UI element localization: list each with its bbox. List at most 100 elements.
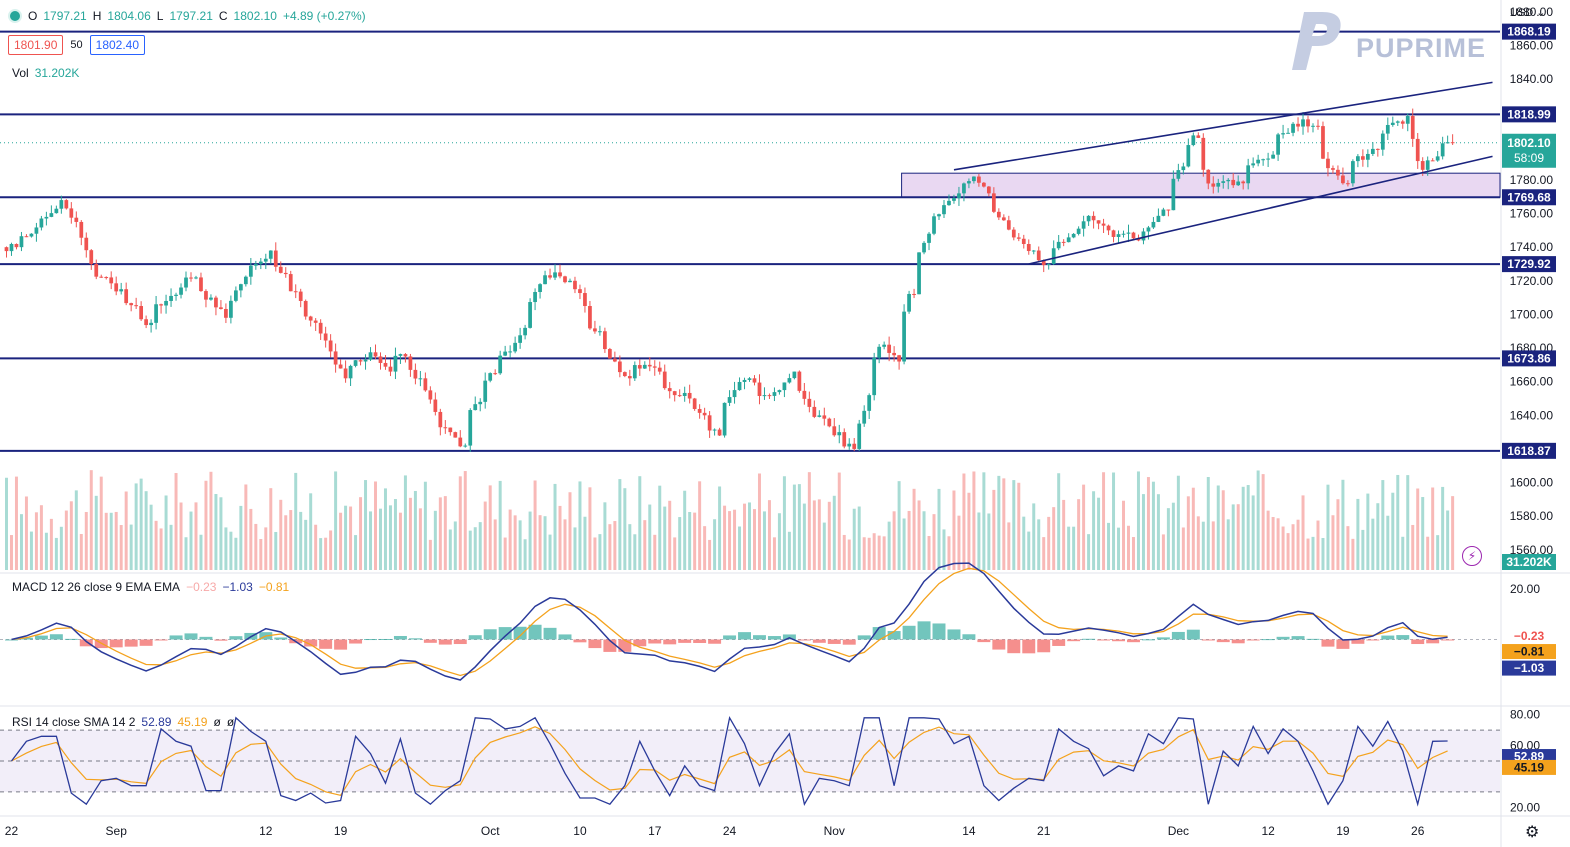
candle-body: [1016, 237, 1021, 239]
volume-bar: [1446, 510, 1450, 570]
macd-histogram-bar: [393, 635, 407, 640]
macd-histogram-bar: [19, 637, 33, 640]
trend-channel[interactable]: [953, 81, 1493, 265]
macd-histogram-bar: [1291, 636, 1305, 640]
macd-histogram-bar: [977, 639, 991, 643]
volume-bar: [892, 511, 896, 570]
macd-legend[interactable]: MACD 12 26 close 9 EMA EMA −0.23 −1.03 −…: [12, 580, 289, 594]
price-tick-label: 1780.00: [1510, 173, 1554, 187]
volume-bar: [628, 524, 632, 570]
volume-bar: [748, 502, 751, 570]
candle-body: [1276, 134, 1280, 155]
volume-bar: [1396, 474, 1400, 570]
price-axis[interactable]: 1880.001860.001840.001820.001800.001780.…: [1510, 5, 1554, 815]
candle-body: [622, 372, 627, 377]
time-tick-label: 12: [1261, 824, 1275, 838]
rsi-legend[interactable]: RSI 14 close SMA 14 2 52.89 45.19 ø ø: [12, 715, 234, 729]
candle-body: [937, 214, 941, 217]
candle-body: [388, 366, 393, 372]
volume-bar: [1426, 536, 1430, 570]
volume-bar: [1097, 497, 1101, 570]
macd-histogram-bar: [1097, 639, 1111, 641]
macd-histogram-bar: [902, 625, 916, 640]
candle-body: [712, 429, 717, 431]
ask-button[interactable]: 1802.40: [89, 35, 146, 55]
volume-bar: [807, 472, 811, 570]
time-axis[interactable]: 22 Sep 12 19 Oct 10 17 24 Nov 14 21 Dec 12 19 26: [5, 824, 1425, 838]
volume-bar: [413, 490, 417, 570]
lightning-icon[interactable]: ⚡: [1462, 546, 1482, 566]
open-value: 1797.21: [43, 9, 87, 23]
candle-body: [632, 365, 637, 379]
candle-body: [1370, 148, 1375, 154]
volume-bar: [708, 539, 712, 570]
macd-histogram-bar: [1201, 639, 1215, 641]
macd-histogram-bar: [349, 639, 363, 644]
spread-value: 50: [70, 39, 83, 51]
candle-body: [917, 252, 921, 295]
candle-body: [927, 233, 931, 243]
volume-bar: [204, 480, 208, 570]
candle-body: [263, 258, 268, 262]
candle-body: [662, 371, 667, 389]
volume-bar: [638, 476, 642, 570]
candle-body: [428, 390, 433, 400]
volume-bar: [493, 519, 497, 570]
volume-bar: [438, 497, 442, 570]
candle-body: [947, 200, 951, 206]
candle-body: [149, 322, 153, 326]
volume-bar: [1216, 485, 1220, 570]
gear-icon[interactable]: ⚙: [1525, 824, 1540, 841]
candle-body: [1336, 169, 1340, 176]
volume-bar: [982, 472, 986, 570]
time-tick-label: 10: [573, 824, 587, 838]
currency-selector[interactable]: USD ⌄: [1510, 6, 1546, 19]
high-value: 1804.06: [107, 9, 151, 23]
price-tick-label: 1720.00: [1510, 274, 1554, 288]
volume-bar: [723, 505, 727, 570]
candle-body: [1251, 163, 1256, 166]
volume-bar: [259, 539, 263, 570]
volume-legend[interactable]: Vol 31.202K: [12, 66, 79, 80]
volume-bar: [1406, 475, 1410, 570]
candle-body: [243, 276, 248, 285]
macd-histogram-bar: [154, 639, 168, 641]
macd-histogram-bar: [1127, 639, 1140, 643]
candle-body: [209, 297, 213, 300]
volume-bar: [957, 515, 961, 570]
candle-body: [184, 277, 188, 288]
macd-histogram-bar: [1067, 639, 1081, 642]
volume-bar: [334, 471, 338, 570]
candle-body: [647, 364, 652, 367]
volume-bar: [1131, 537, 1135, 570]
volume-bar: [1206, 477, 1210, 570]
price-tick-label: 1860.00: [1510, 38, 1554, 52]
volume-bar: [299, 511, 303, 570]
macd-signal-value: −0.81: [258, 580, 290, 594]
horizontal-levels[interactable]: [0, 30, 1500, 452]
candle-body: [842, 432, 847, 447]
volume-bar: [1261, 474, 1265, 570]
candle-body: [837, 432, 842, 436]
volume-bar: [19, 514, 23, 570]
time-tick-label: 21: [1037, 824, 1051, 838]
price-tick-label: 1580.00: [1510, 509, 1554, 523]
candle-body: [94, 263, 99, 277]
volume-bar: [29, 531, 33, 570]
macd-histogram-bar: [588, 639, 602, 649]
macd-histogram-bar: [379, 638, 392, 640]
candle-body: [323, 333, 328, 341]
volume-bar: [508, 509, 512, 570]
volume-bar: [977, 512, 981, 570]
volume-bar: [1421, 497, 1425, 570]
volume-bar: [403, 475, 407, 570]
volume-bar: [613, 521, 617, 570]
bid-button[interactable]: 1801.90: [8, 35, 64, 55]
level-badge: [1502, 442, 1556, 459]
candle-body: [777, 390, 782, 393]
volume-bar: [1181, 527, 1185, 570]
macd-hist-badge: [1502, 628, 1556, 644]
volume-bar: [1316, 520, 1320, 570]
candle-body: [318, 322, 323, 334]
